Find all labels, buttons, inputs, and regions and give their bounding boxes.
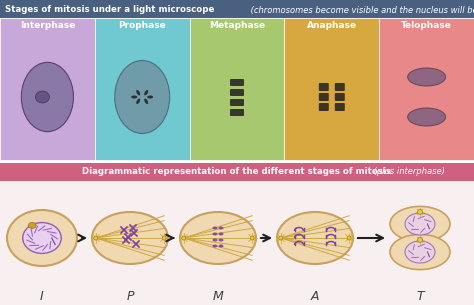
Text: Prophase: Prophase xyxy=(118,21,166,30)
FancyBboxPatch shape xyxy=(319,83,329,91)
Ellipse shape xyxy=(212,227,218,229)
Ellipse shape xyxy=(144,99,148,104)
Ellipse shape xyxy=(7,210,77,266)
Bar xyxy=(0,18,95,160)
Ellipse shape xyxy=(219,245,224,247)
Ellipse shape xyxy=(92,212,168,264)
Text: T: T xyxy=(416,290,424,303)
Ellipse shape xyxy=(405,213,435,235)
Ellipse shape xyxy=(136,99,140,104)
FancyBboxPatch shape xyxy=(230,109,244,116)
Ellipse shape xyxy=(219,232,224,235)
Ellipse shape xyxy=(180,212,256,264)
Ellipse shape xyxy=(212,239,218,242)
Text: (chromosomes become visible and the nucleus will be absent): (chromosomes become visible and the nucl… xyxy=(248,5,474,15)
Ellipse shape xyxy=(408,68,446,86)
Ellipse shape xyxy=(147,95,153,99)
FancyBboxPatch shape xyxy=(335,93,345,101)
Bar xyxy=(379,18,474,160)
Ellipse shape xyxy=(212,232,218,235)
Ellipse shape xyxy=(144,90,148,95)
FancyBboxPatch shape xyxy=(230,89,244,96)
Ellipse shape xyxy=(277,212,353,264)
Ellipse shape xyxy=(390,235,450,270)
Bar xyxy=(95,18,190,160)
FancyBboxPatch shape xyxy=(230,99,244,106)
Ellipse shape xyxy=(212,245,218,247)
Ellipse shape xyxy=(28,222,36,228)
Bar xyxy=(190,18,284,160)
Ellipse shape xyxy=(405,241,435,263)
Text: Stages of mitosis under a light microscope: Stages of mitosis under a light microsco… xyxy=(5,5,214,15)
Ellipse shape xyxy=(136,90,140,95)
FancyBboxPatch shape xyxy=(319,103,329,111)
Ellipse shape xyxy=(418,210,422,214)
Bar xyxy=(284,18,379,160)
Text: P: P xyxy=(126,290,134,303)
Ellipse shape xyxy=(162,236,166,240)
Ellipse shape xyxy=(21,62,73,132)
Ellipse shape xyxy=(418,237,422,242)
Ellipse shape xyxy=(279,236,283,240)
Text: A: A xyxy=(311,290,319,303)
Ellipse shape xyxy=(408,108,446,126)
Ellipse shape xyxy=(347,236,351,240)
Text: Metaphase: Metaphase xyxy=(209,21,265,30)
FancyBboxPatch shape xyxy=(335,83,345,91)
FancyBboxPatch shape xyxy=(230,79,244,86)
Ellipse shape xyxy=(219,227,224,229)
Bar xyxy=(0,0,474,18)
Ellipse shape xyxy=(390,206,450,242)
FancyBboxPatch shape xyxy=(335,103,345,111)
Text: (plus interphase): (plus interphase) xyxy=(371,167,445,177)
Ellipse shape xyxy=(23,223,61,253)
Text: I: I xyxy=(40,290,44,303)
Ellipse shape xyxy=(219,239,224,242)
Text: Diagrammatic representation of the different stages of mitosis: Diagrammatic representation of the diffe… xyxy=(82,167,392,177)
Text: M: M xyxy=(213,290,223,303)
Text: Anaphase: Anaphase xyxy=(307,21,357,30)
Text: Interphase: Interphase xyxy=(20,21,75,30)
Ellipse shape xyxy=(94,236,98,240)
Bar xyxy=(0,181,474,305)
FancyBboxPatch shape xyxy=(319,93,329,101)
Bar xyxy=(0,163,474,181)
Ellipse shape xyxy=(182,236,186,240)
Ellipse shape xyxy=(36,91,49,103)
Ellipse shape xyxy=(115,60,170,134)
Text: Telophase: Telophase xyxy=(401,21,452,30)
Ellipse shape xyxy=(250,236,254,240)
Ellipse shape xyxy=(131,95,137,99)
